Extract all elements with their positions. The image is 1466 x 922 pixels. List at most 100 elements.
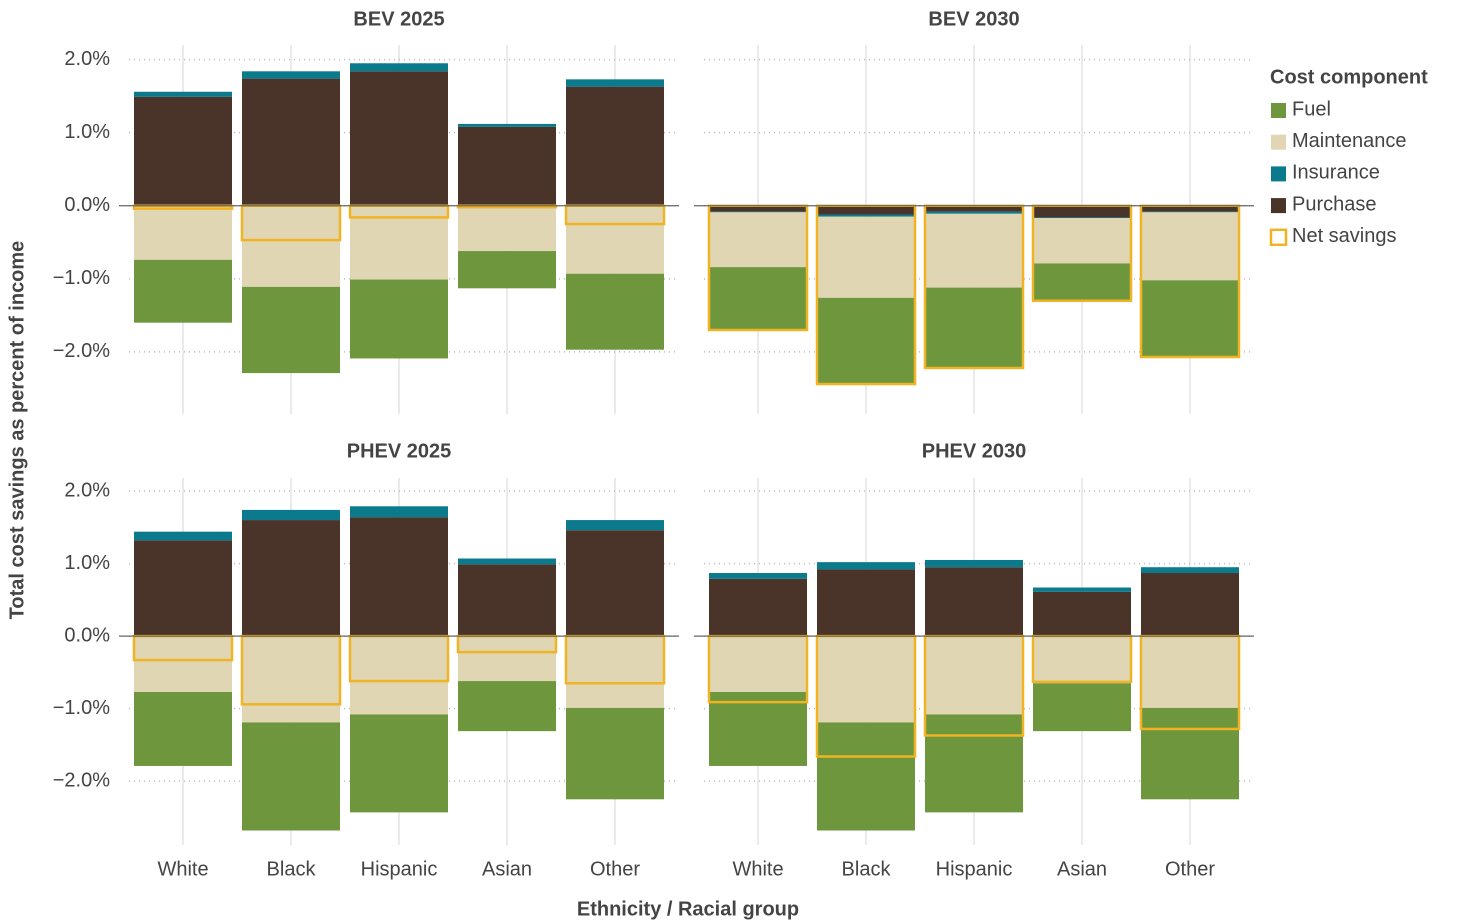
bar-segment — [925, 636, 1023, 715]
panel-title: BEV 2030 — [928, 8, 1019, 30]
bar-segment — [925, 205, 1023, 212]
bar-segment — [709, 205, 807, 212]
bar-segment — [817, 722, 915, 831]
bar-segment — [1033, 217, 1131, 219]
x-tick-label: Black — [842, 858, 892, 880]
bar-segment — [1141, 280, 1239, 358]
bar-segment — [1141, 707, 1239, 800]
bar-segment — [242, 509, 340, 521]
x-tick-label: Other — [1165, 858, 1215, 880]
bar-segment — [1033, 587, 1131, 592]
legend-title: Cost component — [1270, 66, 1428, 88]
bar-segment — [1033, 218, 1131, 264]
bar-segment — [134, 96, 232, 206]
y-tick-label: 0.0% — [64, 624, 110, 646]
bar-segment — [709, 267, 807, 330]
x-tick-label: Hispanic — [361, 858, 438, 880]
bar-segment — [134, 205, 232, 260]
bar-segment — [1141, 567, 1239, 574]
bar-segment — [817, 569, 915, 637]
bar-segment — [709, 573, 807, 579]
bar-segment — [242, 205, 340, 287]
bar-segment — [134, 540, 232, 637]
bar-segment — [350, 517, 448, 637]
bar-segment — [1033, 591, 1131, 637]
bar-segment — [566, 530, 664, 637]
y-axis-title: Total cost savings as percent of income — [6, 241, 28, 620]
y-tick-label: −2.0% — [53, 769, 110, 791]
bar-segment — [458, 123, 556, 127]
bar-segment — [1033, 205, 1131, 218]
bar-segment — [709, 578, 807, 637]
bar-segment — [817, 636, 915, 723]
bar-segment — [817, 214, 915, 217]
x-tick-label: White — [732, 858, 783, 880]
bar-segment — [566, 636, 664, 708]
bar-segment — [1141, 205, 1239, 212]
bar-segment — [1141, 212, 1239, 281]
y-tick-label: −1.0% — [53, 697, 110, 719]
bar-segment — [242, 71, 340, 79]
bar-segment — [242, 520, 340, 637]
legend-swatch — [1271, 166, 1286, 182]
bar-segment — [458, 564, 556, 637]
bar-segment — [566, 520, 664, 531]
bar-segment — [350, 71, 448, 206]
bar-segment — [242, 722, 340, 831]
x-tick-label: White — [157, 858, 208, 880]
legend-label: Insurance — [1292, 162, 1380, 184]
y-tick-label: 2.0% — [64, 479, 110, 501]
bar-segment — [925, 211, 1023, 214]
x-tick-label: Asian — [1057, 858, 1107, 880]
y-tick-label: 1.0% — [64, 552, 110, 574]
legend-label: Maintenance — [1292, 130, 1407, 152]
panel-title: PHEV 2025 — [347, 440, 452, 462]
bar-segment — [458, 636, 556, 682]
x-tick-label: Asian — [482, 858, 532, 880]
bar-segment — [458, 205, 556, 252]
bar-segment — [1033, 263, 1131, 301]
y-tick-label: 2.0% — [64, 48, 110, 70]
legend-swatch — [1269, 228, 1288, 247]
bar-segment — [925, 287, 1023, 368]
panel-title: BEV 2025 — [353, 8, 444, 30]
bar-segment — [1033, 636, 1131, 684]
bar-segment — [709, 636, 807, 692]
bar-segment — [817, 205, 915, 215]
y-tick-label: −2.0% — [53, 340, 110, 362]
bar-segment — [817, 216, 915, 298]
legend-label: Net savings — [1292, 225, 1397, 247]
bar-segment — [242, 636, 340, 723]
bar-segment — [242, 78, 340, 206]
bar-segment — [1033, 683, 1131, 732]
bar-segment — [709, 211, 807, 213]
y-tick-label: −1.0% — [53, 267, 110, 289]
y-tick-label: 1.0% — [64, 121, 110, 143]
legend-label: Purchase — [1292, 193, 1377, 215]
legend-swatch — [1271, 103, 1286, 118]
bar-segment — [817, 297, 915, 385]
bar-segment — [134, 91, 232, 97]
panel-title: PHEV 2030 — [922, 440, 1027, 462]
bar-segment — [134, 531, 232, 541]
bar-segment — [134, 691, 232, 766]
legend-swatch — [1271, 198, 1286, 214]
bar-segment — [458, 681, 556, 732]
y-tick-label: 0.0% — [64, 194, 110, 216]
bar-segment — [458, 558, 556, 565]
bar-segment — [350, 63, 448, 72]
bar-segment — [925, 714, 1023, 813]
bar-segment — [350, 506, 448, 518]
bar-segment — [458, 126, 556, 206]
bar-segment — [709, 212, 807, 268]
bar-segment — [925, 213, 1023, 288]
bar-segment — [566, 273, 664, 350]
bar-segment — [1141, 211, 1239, 213]
legend-label: Fuel — [1292, 98, 1331, 120]
legend-swatch — [1271, 134, 1286, 150]
bar-segment — [350, 279, 448, 359]
bar-segment — [709, 691, 807, 766]
bar-segment — [1141, 636, 1239, 708]
bar-segment — [925, 559, 1023, 568]
